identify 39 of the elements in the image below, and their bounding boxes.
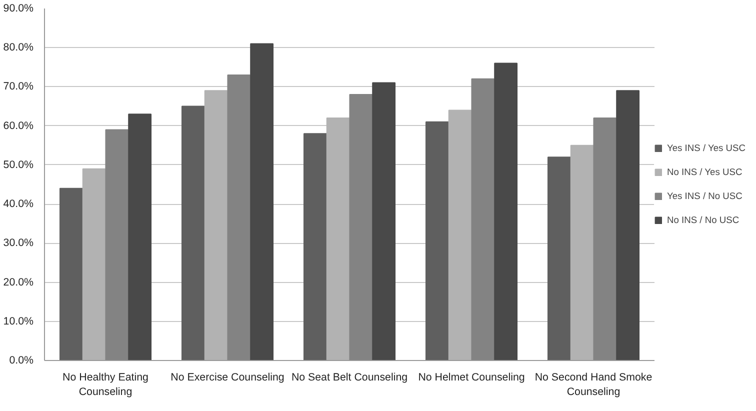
bar — [372, 82, 396, 360]
bar — [471, 78, 495, 360]
bar — [349, 94, 373, 360]
y-tick-label: 30.0% — [3, 237, 34, 250]
legend-label: No INS / Yes USC — [667, 167, 742, 177]
y-tick-label: 40.0% — [3, 198, 34, 210]
x-tick-label: No Seat Belt Counseling — [291, 372, 408, 384]
bar — [326, 118, 350, 360]
legend-label: Yes INS / Yes USC — [667, 143, 746, 153]
legend-label: No INS / No USC — [667, 215, 740, 225]
bar — [204, 90, 228, 360]
y-tick-label: 50.0% — [3, 158, 34, 171]
x-tick-label: No Second Hand Smoke Counseling — [534, 372, 652, 398]
bar — [570, 144, 594, 360]
y-tick-label: 70.0% — [3, 80, 34, 93]
y-tick-label: 0.0% — [9, 354, 34, 366]
y-tick-label: 90.0% — [3, 2, 34, 14]
x-tick-label: No Healthy Eating Counseling — [62, 372, 149, 398]
bar — [303, 133, 327, 360]
bar — [250, 43, 274, 360]
legend-label: Yes INS / No USC — [667, 191, 742, 201]
bar — [593, 118, 617, 360]
bar — [128, 114, 152, 360]
bar — [59, 188, 83, 360]
x-tick-label: No Exercise Counseling — [170, 372, 284, 384]
y-tick-label: 80.0% — [3, 42, 34, 54]
bar — [181, 106, 205, 360]
y-tick-label: 10.0% — [3, 315, 34, 328]
bar — [105, 129, 129, 360]
bar — [227, 74, 251, 360]
x-tick-label: No Helmet Counseling — [418, 372, 525, 384]
bar — [82, 168, 106, 360]
bar — [616, 90, 640, 360]
bar — [547, 156, 571, 360]
bar — [494, 62, 518, 360]
y-tick-label: 20.0% — [3, 276, 34, 288]
y-tick-label: 60.0% — [3, 120, 34, 132]
bar — [448, 110, 472, 360]
bar — [425, 121, 449, 360]
